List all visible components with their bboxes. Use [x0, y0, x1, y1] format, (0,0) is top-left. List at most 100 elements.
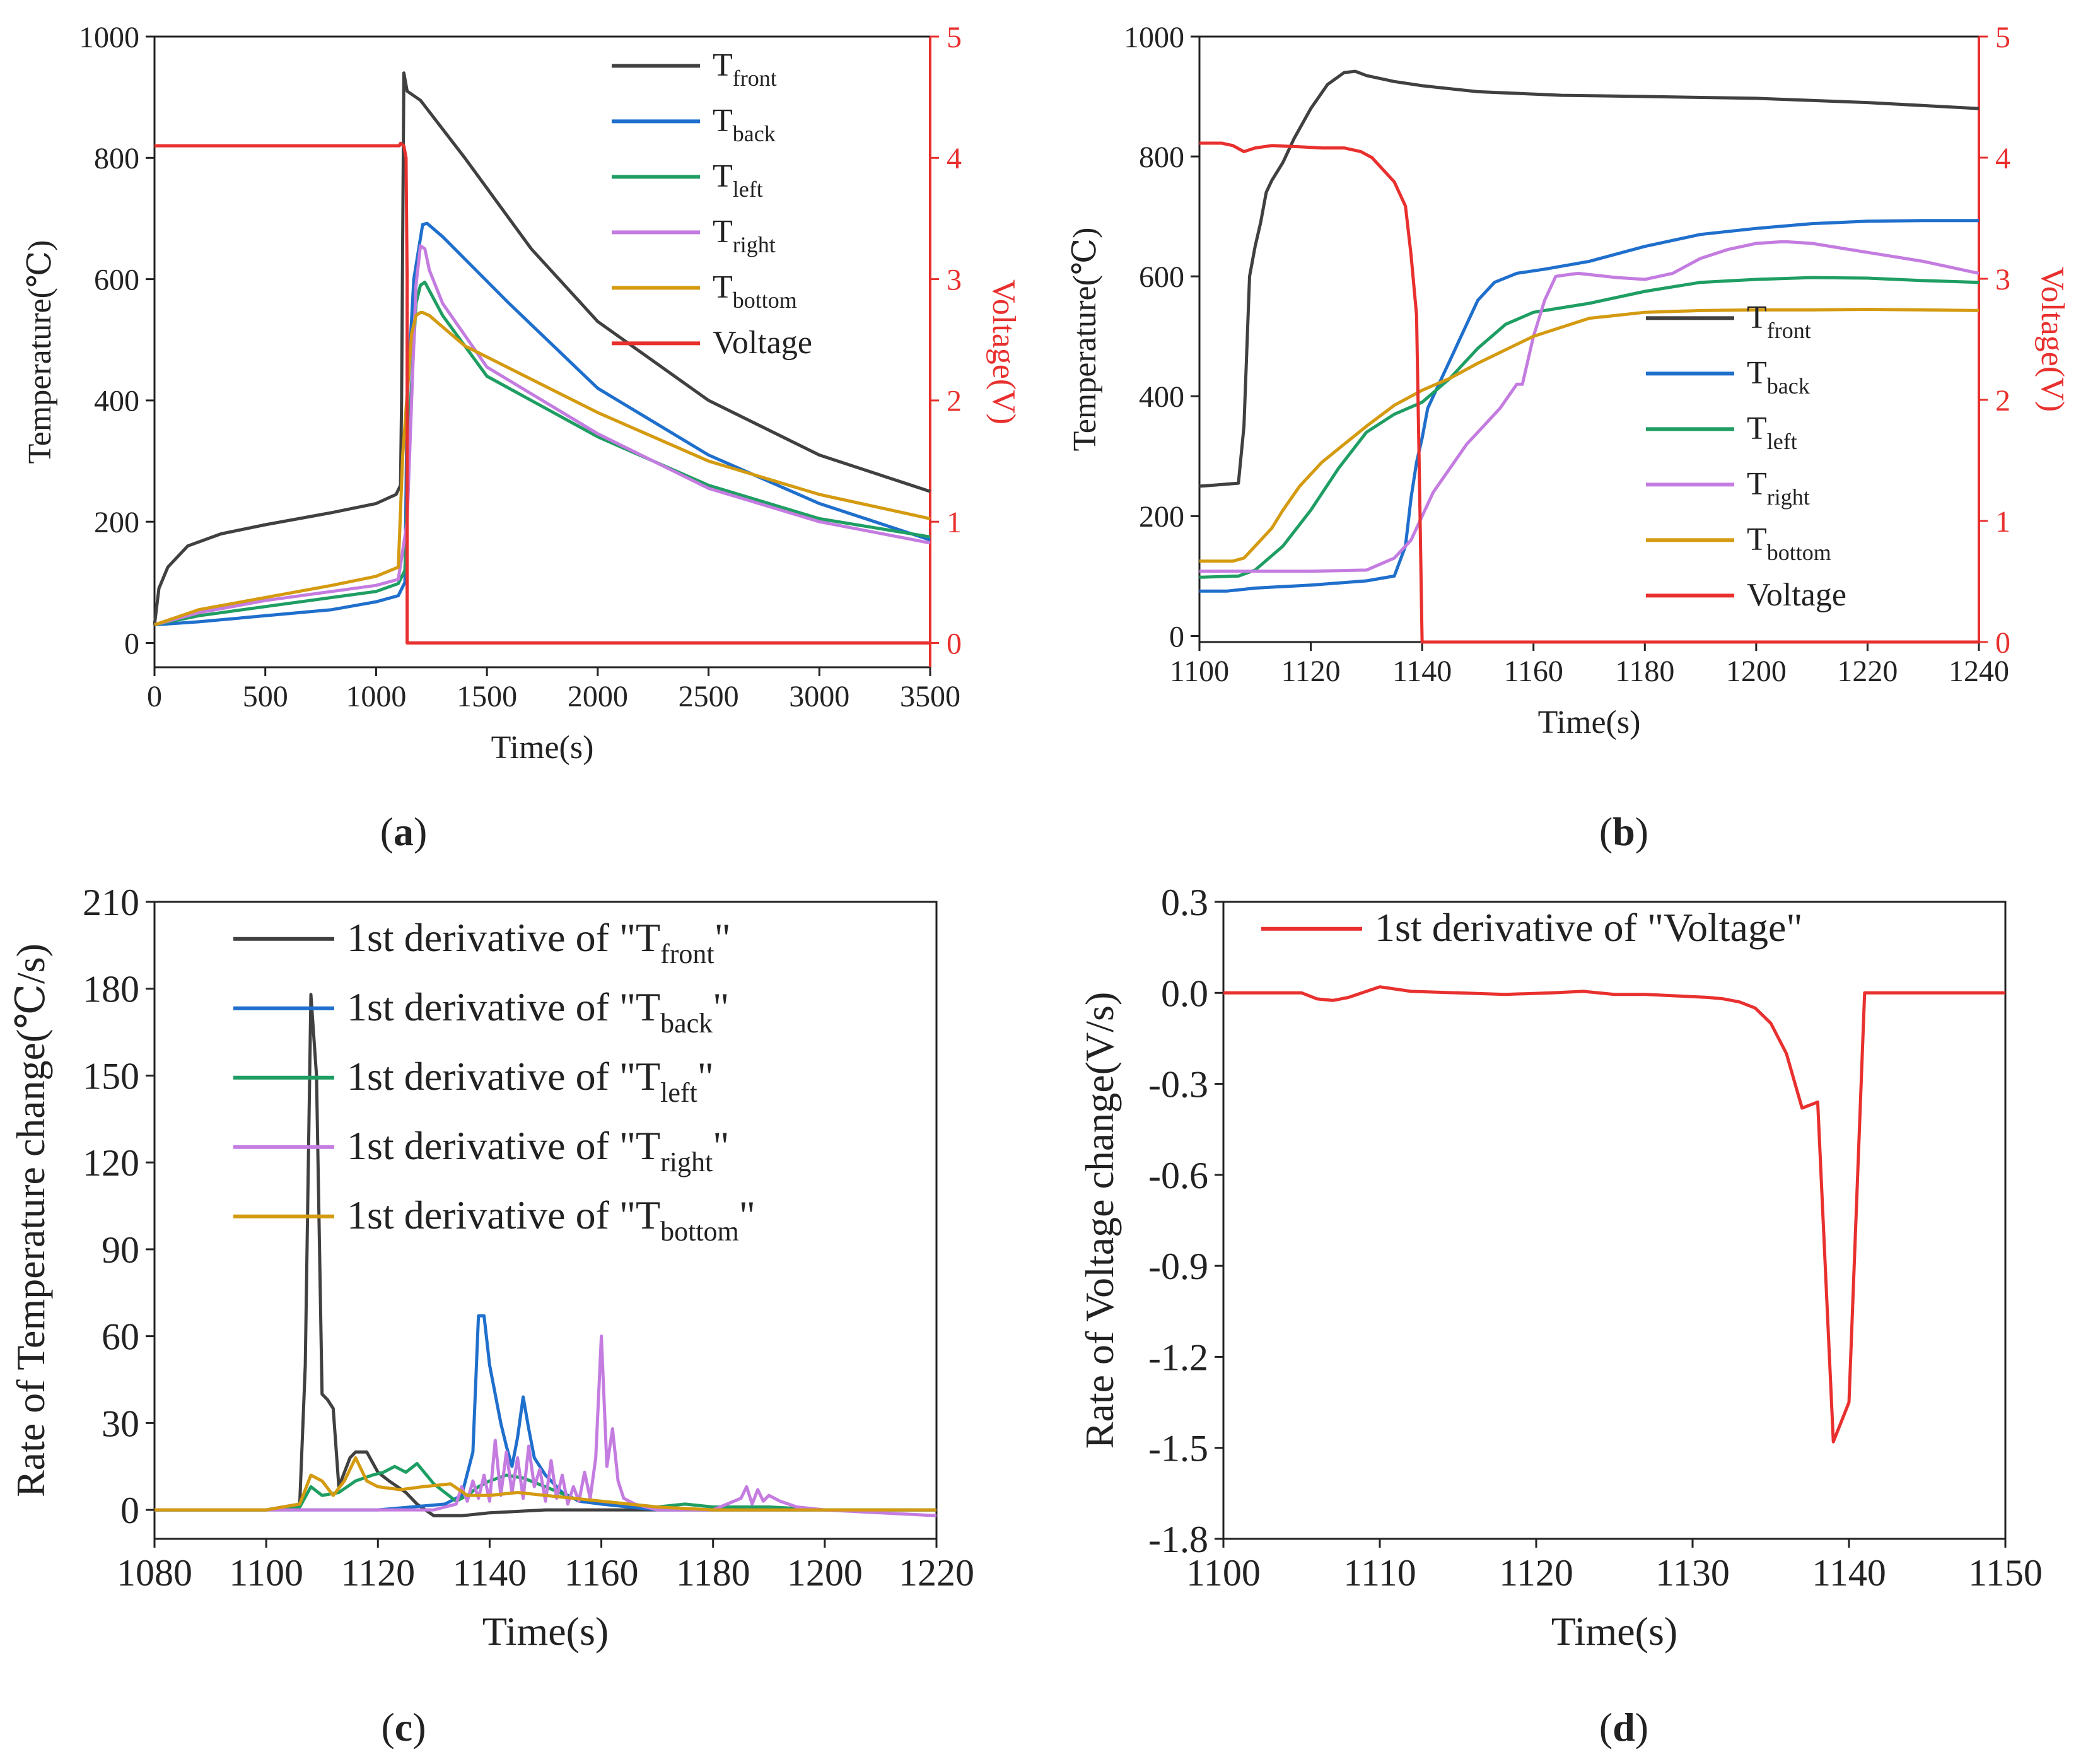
legend-label-bottom: Tbottom: [1747, 522, 1831, 565]
y-tick-label: 800: [94, 142, 139, 175]
legend-label-left: Tleft: [713, 158, 763, 202]
y-tick-label: 200: [1139, 500, 1184, 534]
panel-a: 0 500 1000 1500 2000 2500 3000 3500 0 200 400 600 80…: [22, 21, 1022, 854]
y-tick-label: 1000: [1124, 21, 1184, 54]
y-axis-label: Temperature(℃): [22, 240, 58, 464]
series-line-right: [154, 244, 931, 627]
x-tick-label: 0: [147, 680, 162, 713]
y2-tick-label: 5: [947, 21, 962, 54]
legend-label-front: 1st derivative of "Tfront": [347, 915, 731, 969]
x-tick-label: 1500: [457, 680, 517, 713]
legend-label-back: Tback: [713, 103, 776, 146]
legend: 1st derivative of "Tfront" 1st derivative…: [233, 915, 755, 1247]
legend-label-voltage: 1st derivative of "Voltage": [1375, 905, 1802, 950]
legend: Tfront Tback Tleft Tright Tbottom Voltage: [1646, 300, 1846, 613]
x-tick-label: 1100: [1170, 655, 1229, 688]
panel-label: (a): [380, 809, 428, 854]
series-line-back: [154, 221, 931, 627]
x-tick-label: 1140: [1392, 655, 1452, 688]
x-tick-label: 1130: [1655, 1552, 1730, 1594]
y-tick-label: 200: [94, 506, 139, 539]
x-tick-label: 500: [243, 680, 288, 713]
legend-label-left: 1st derivative of "Tleft": [347, 1054, 714, 1108]
panel-d: 1100 1110 1120 1130 1140 1150 0.3 0.0 -0.3 -0.6 -0…: [1077, 882, 2043, 1749]
legend-label-right: Tright: [1747, 466, 1810, 510]
series-line-bottom: [155, 1456, 936, 1512]
legend-label-voltage: Voltage: [713, 325, 812, 361]
y-tick-label: 210: [83, 882, 139, 923]
x-tick-label: 1120: [1499, 1552, 1573, 1594]
y-tick-label: 0.3: [1161, 882, 1208, 923]
x-tick-label: 2000: [568, 680, 628, 713]
y-tick-label: 60: [102, 1316, 139, 1358]
panel-label: (d): [1599, 1705, 1648, 1749]
y-tick-label: 1000: [79, 21, 139, 54]
y2-tick-label: 0: [1995, 626, 2010, 660]
y2-tick-label: 3: [947, 263, 962, 296]
y-tick-label: -1.8: [1148, 1519, 1208, 1560]
y2-tick-label: 2: [947, 385, 962, 418]
x-tick-label: 1140: [1812, 1552, 1886, 1594]
y-axis-label: Rate of Voltage change(V/s): [1077, 992, 1122, 1449]
x-tick-label: 1100: [229, 1552, 303, 1594]
series-line-right: [1199, 240, 1980, 573]
panel-label: (b): [1599, 809, 1648, 854]
y2-axis-label: Voltage(V): [2034, 267, 2070, 412]
y-tick-label: -0.6: [1148, 1155, 1208, 1196]
y-tick-label: 600: [94, 263, 139, 296]
series-line-right: [155, 1335, 937, 1517]
panel-b: 1100 1120 1140 1160 1180 1200 1220 124002004006…: [1067, 21, 2070, 854]
series-line-front: [1199, 69, 1980, 488]
x-tick-label: 1160: [1504, 655, 1563, 688]
x-tick-label: 3000: [789, 680, 849, 713]
x-tick-label: 1220: [1837, 655, 1898, 688]
series-line-front: [153, 71, 931, 626]
plot-frame: [153, 901, 938, 1540]
legend: Tfront Tback Tleft Tright Tbottom Voltage: [612, 47, 812, 361]
y2-tick-label: 2: [1995, 384, 2010, 418]
y-axis-label: Rate of Temperature change(℃/s): [8, 943, 53, 1497]
plot-frame: [1198, 35, 1980, 643]
y-tick-label: -0.3: [1148, 1064, 1208, 1106]
y-tick-label: 800: [1139, 141, 1184, 174]
x-tick-label: 1000: [346, 680, 406, 713]
plot-frame: [153, 35, 931, 669]
legend-label-bottom: 1st derivative of "Tbottom": [347, 1193, 755, 1247]
x-tick-label: 1100: [1186, 1552, 1261, 1594]
y-tick-label: 0: [120, 1490, 139, 1531]
series-line-left: [155, 1462, 936, 1512]
y-tick-label: 30: [102, 1403, 139, 1444]
legend-label-back: 1st derivative of "Tback": [347, 984, 729, 1039]
legend: 1st derivative of "Voltage": [1261, 905, 1802, 950]
y2-axis-label: Voltage(V): [986, 279, 1022, 424]
y-tick-label: 400: [1139, 380, 1184, 414]
y2-tick-label: 4: [1995, 142, 2010, 175]
x-axis-label: Time(s): [1551, 1609, 1677, 1654]
legend-label-right: 1st derivative of "Tright": [347, 1123, 729, 1177]
panel-c: 1080 1100 1120 1140 1160 1180 1200 1220 0 30 60 90 1…: [8, 882, 974, 1749]
y-tick-label: 180: [83, 969, 139, 1010]
y2-tick-label: 3: [1995, 263, 2010, 296]
series-line-voltage: [1223, 985, 2005, 1444]
series-line-back: [1199, 219, 1979, 593]
legend-label-back: Tback: [1747, 355, 1810, 399]
x-axis-label: Time(s): [1538, 704, 1641, 740]
x-tick-label: 1140: [453, 1552, 527, 1594]
x-tick-label: 1080: [117, 1552, 192, 1594]
legend-label-front: Tfront: [1747, 300, 1811, 343]
x-tick-label: 1200: [1726, 655, 1787, 688]
series-line-bottom: [154, 311, 931, 627]
y2-tick-label: 1: [1995, 505, 2010, 539]
y-tick-label: 120: [83, 1142, 139, 1184]
y-tick-label: 600: [1139, 260, 1184, 294]
y2-tick-label: 5: [1995, 21, 2010, 54]
x-tick-label: 1220: [899, 1552, 974, 1594]
series-line-left: [1199, 276, 1980, 579]
y2-tick-label: 4: [947, 142, 962, 175]
y2-tick-label: 1: [947, 506, 962, 539]
y-tick-label: -0.9: [1148, 1246, 1208, 1287]
x-tick-label: 1180: [676, 1552, 750, 1594]
plot-frame: [1222, 901, 2007, 1540]
y-tick-label: 90: [102, 1229, 139, 1271]
